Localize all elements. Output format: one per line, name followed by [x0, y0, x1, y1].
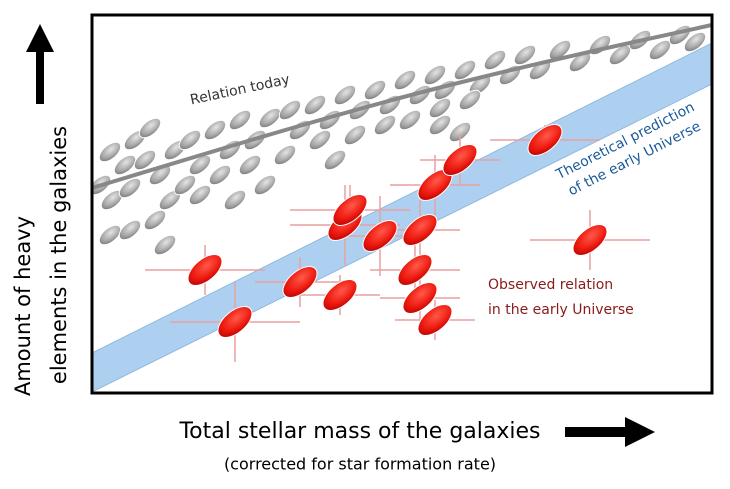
gray-galaxy: [393, 69, 417, 91]
gray-galaxy: [258, 107, 282, 129]
gray-galaxy: [188, 154, 212, 176]
gray-galaxy: [483, 49, 507, 71]
red-galaxy: [322, 279, 358, 311]
gray-galaxy: [118, 177, 142, 199]
red-galaxy: [217, 306, 253, 338]
gray-galaxy: [343, 124, 367, 146]
gray-galaxy: [98, 224, 122, 246]
today-relation-line: [92, 23, 712, 190]
gray-galaxy: [178, 129, 202, 151]
gray-galaxy: [238, 154, 262, 176]
x-arrow: [565, 417, 655, 447]
observed-galaxies: [187, 124, 608, 338]
gray-galaxy: [253, 174, 277, 196]
gray-galaxy: [373, 114, 397, 136]
today-galaxies: [92, 24, 707, 256]
gray-galaxy: [513, 44, 537, 66]
gray-galaxy: [228, 109, 252, 131]
gray-galaxy: [138, 117, 162, 139]
red-galaxy: [572, 224, 608, 256]
gray-galaxy: [458, 89, 482, 111]
gray-galaxy: [133, 149, 157, 171]
gray-galaxy: [548, 39, 572, 61]
gray-galaxy: [423, 64, 447, 86]
red-galaxy: [527, 124, 563, 156]
red-galaxy: [362, 220, 398, 252]
red-galaxy: [332, 194, 368, 226]
gray-galaxy: [363, 79, 387, 101]
y-arrow: [26, 24, 54, 104]
gray-galaxy: [278, 99, 302, 121]
gray-galaxy: [448, 121, 472, 143]
y-axis-label: Amount of heavy: [11, 216, 35, 396]
gray-galaxy: [188, 184, 212, 206]
plot-area: [92, 23, 712, 393]
red-galaxy: [397, 254, 433, 286]
gray-galaxy: [308, 129, 332, 151]
gray-galaxy: [683, 31, 707, 53]
gray-galaxy: [333, 84, 357, 106]
red-galaxy: [402, 214, 438, 246]
observed-label: in the early Universe: [488, 302, 634, 318]
gray-galaxy: [98, 141, 122, 163]
gray-galaxy: [203, 119, 227, 141]
red-galaxy: [442, 144, 478, 176]
gray-galaxy: [398, 109, 422, 131]
gray-galaxy: [143, 209, 167, 231]
x-axis-label: Total stellar mass of the galaxies: [178, 419, 540, 444]
gray-galaxy: [323, 149, 347, 171]
observed-label: Observed relation: [488, 277, 613, 293]
gray-galaxy: [273, 144, 297, 166]
gray-galaxy: [153, 234, 177, 256]
red-galaxy: [187, 254, 223, 286]
today-label: Relation today: [189, 72, 291, 109]
gray-galaxy: [208, 164, 232, 186]
gray-galaxy: [173, 174, 197, 196]
gray-galaxy: [113, 154, 137, 176]
gray-galaxy: [453, 59, 477, 81]
red-galaxy: [402, 282, 438, 314]
x-axis-sublabel: (corrected for star formation rate): [224, 455, 496, 474]
gray-galaxy: [428, 114, 452, 136]
gray-galaxy: [118, 219, 142, 241]
gray-galaxy: [428, 97, 452, 119]
y-axis-label: elements in the galaxies: [47, 126, 71, 384]
red-galaxy: [282, 266, 318, 298]
red-galaxy: [417, 304, 453, 336]
frame: [90, 13, 714, 395]
gray-galaxy: [498, 64, 522, 86]
gray-galaxy: [303, 94, 327, 116]
gray-galaxy: [223, 189, 247, 211]
